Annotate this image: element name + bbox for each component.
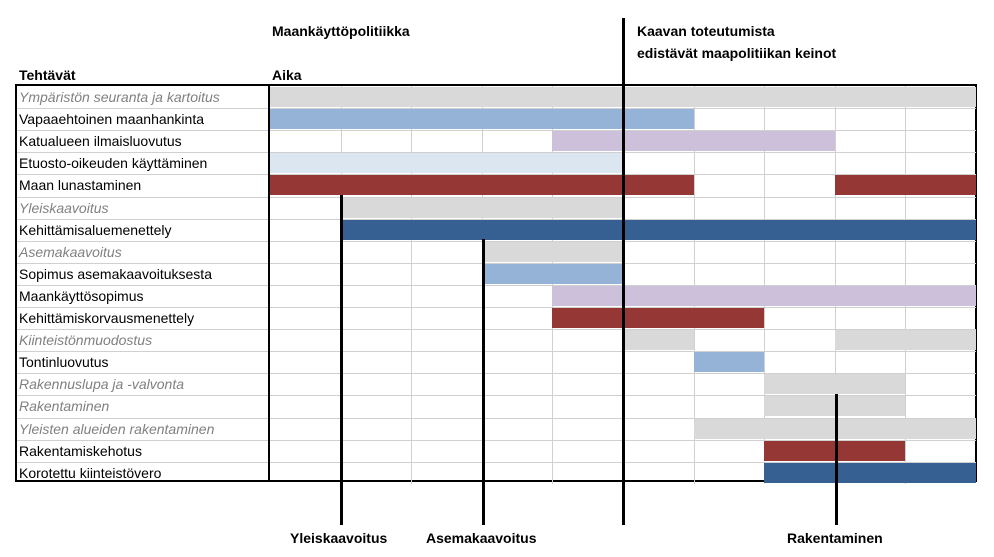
task-label: Katualueen ilmaisluovutus — [19, 133, 182, 150]
task-label: Yleiskaavoitus — [19, 199, 109, 216]
right-header-line1: Kaavan toteutumista — [637, 23, 775, 39]
row-divider — [17, 108, 976, 110]
column-divider — [905, 86, 907, 484]
task-label: Maankäyttösopimus — [19, 287, 144, 304]
task-bar — [481, 263, 623, 284]
row-divider — [17, 439, 976, 441]
tasks-header: Tehtävät — [19, 67, 76, 83]
right-header-line2: edistävät maapolitiikan keinot — [637, 45, 837, 61]
task-bar — [764, 440, 906, 461]
task-bar — [834, 175, 976, 196]
label-separator — [268, 84, 270, 482]
row-divider — [17, 351, 976, 353]
task-bar — [270, 109, 694, 130]
task-label: Rakentamiskehotus — [19, 442, 142, 459]
task-label: Asemakaavoitus — [19, 243, 122, 260]
task-label: Etuosto-oikeuden käyttäminen — [19, 155, 208, 172]
row-divider — [17, 417, 976, 419]
policy-header: Maankäyttöpolitiikka — [272, 23, 410, 39]
task-bar — [764, 374, 906, 395]
task-bar — [764, 396, 906, 417]
rakentaminen-line — [835, 394, 838, 525]
asemakaavoitus-line — [482, 239, 485, 525]
task-bar — [764, 462, 976, 483]
yleiskaavoitus-line — [340, 195, 343, 525]
row-divider — [17, 307, 976, 308]
task-label: Kehittämiskorvausmenettely — [19, 310, 195, 326]
task-bar — [552, 131, 835, 152]
task-label: Vapaaehtoinen maanhankinta — [19, 111, 205, 128]
row-divider — [17, 152, 976, 154]
task-label: Kehittämisaluemenettely — [19, 221, 172, 238]
task-bar — [270, 175, 694, 196]
row-divider — [17, 461, 976, 463]
row-divider — [17, 395, 976, 397]
task-label: Yleisten alueiden rakentaminen — [19, 420, 215, 437]
task-bar — [552, 308, 765, 329]
task-label: Rakennuslupa ja -valvonta — [19, 376, 184, 393]
task-bar — [340, 219, 976, 240]
row-divider — [17, 240, 976, 242]
row-divider — [17, 284, 976, 286]
bottom-label-rakentaminen: Rakentaminen — [787, 530, 883, 546]
task-label: Maan lunastaminen — [19, 177, 142, 194]
task-label: Rakentaminen — [19, 398, 110, 415]
bottom-label-yleiskaavoitus: Yleiskaavoitus — [290, 530, 388, 546]
column-divider — [552, 86, 554, 484]
task-bar — [340, 197, 623, 218]
row-divider — [17, 262, 976, 264]
row-divider — [17, 174, 976, 176]
column-divider — [764, 86, 766, 484]
task-bar — [693, 352, 765, 373]
task-label: Tontinluovutus — [19, 354, 109, 371]
row-divider — [17, 196, 976, 198]
bottom-label-asemakaavoitus: Asemakaavoitus — [426, 530, 537, 546]
column-divider — [411, 86, 413, 484]
column-divider — [834, 86, 836, 484]
task-label: Ympäristön seuranta ja kartoitus — [19, 89, 220, 105]
row-divider — [17, 130, 976, 132]
task-bar — [623, 330, 694, 351]
task-bar — [834, 330, 976, 351]
task-label: Korotettu kiinteistövero — [19, 464, 162, 481]
task-bar — [552, 285, 976, 306]
row-divider — [17, 218, 976, 220]
task-label: Kiinteistönmuodostus — [19, 332, 153, 349]
gantt-table — [15, 84, 977, 482]
task-label: Sopimus asemakaavoituksesta — [19, 265, 212, 282]
column-divider — [693, 86, 695, 484]
task-bar — [481, 241, 623, 262]
task-bar — [693, 418, 976, 439]
row-divider — [17, 329, 976, 331]
time-header: Aika — [272, 67, 302, 83]
row-divider — [17, 373, 976, 375]
task-bar — [270, 153, 623, 174]
kaava-boundary-line — [622, 18, 625, 525]
